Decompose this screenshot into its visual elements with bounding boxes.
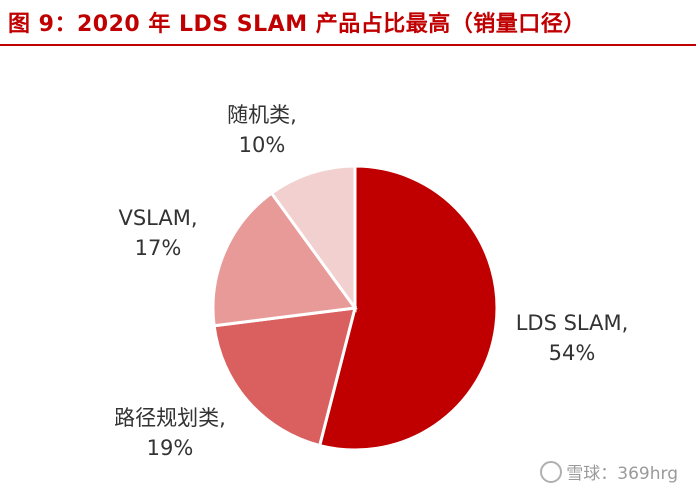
slice-label-name: LDS SLAM, [516, 311, 629, 335]
slice-label-name: 随机类, [227, 103, 297, 127]
slice-label-value: 17% [135, 236, 182, 260]
slice-label-name: 路径规划类, [114, 406, 226, 430]
slice-label-value: 54% [549, 341, 596, 365]
pie-slice-0 [317, 164, 499, 452]
snowball-logo-icon [540, 461, 563, 483]
pie-slice-3 [269, 164, 357, 313]
slice-label-value: 10% [239, 133, 286, 157]
pie-slices [211, 164, 499, 452]
watermark-text: 雪球：369hrg [566, 464, 678, 484]
title-bar: 图 9：2020 年 LDS SLAM 产品占比最高（销量口径） [0, 0, 696, 46]
slice-labels: LDS SLAM, 54% 路径规划类, 19% VSLAM, 17% 随机类, 10% [114, 103, 628, 460]
watermark: 雪球：369hrg [540, 459, 678, 484]
pie-slice-1 [212, 306, 358, 448]
slice-label-name: VSLAM, [118, 206, 197, 230]
slice-label-value: 19% [147, 436, 194, 460]
title-divider [0, 44, 696, 46]
pie-slice-2 [211, 191, 358, 328]
chart-title: 图 9：2020 年 LDS SLAM 产品占比最高（销量口径） [8, 12, 586, 37]
